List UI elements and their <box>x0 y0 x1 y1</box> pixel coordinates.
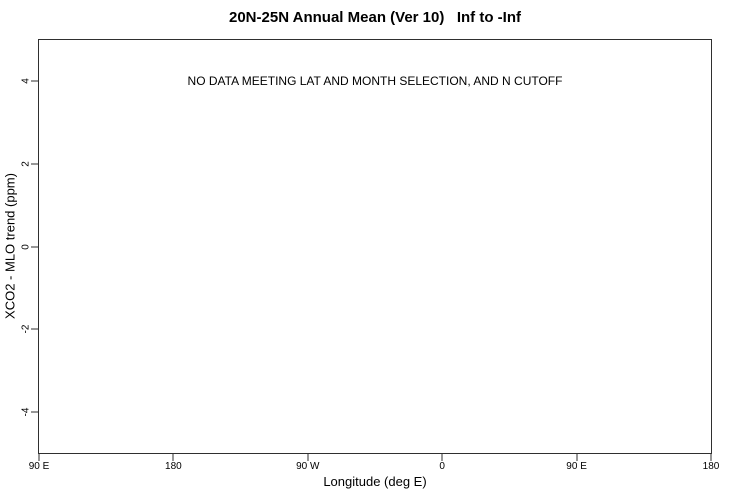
y-axis-tick-label: -4 <box>20 407 32 417</box>
x-axis-tick-mark <box>38 454 40 461</box>
x-axis-tick-mark <box>576 454 578 461</box>
x-axis-tick-label: 90 E <box>566 461 587 472</box>
x-axis-tick-label: 0 <box>439 461 445 472</box>
y-axis-tick-mark <box>31 163 38 165</box>
plot-area: NO DATA MEETING LAT AND MONTH SELECTION,… <box>21 39 719 472</box>
y-axis-tick-label: 0 <box>20 243 32 250</box>
x-axis-tick-label: 180 <box>702 461 720 472</box>
x-axis-tick-mark <box>710 454 712 461</box>
x-axis-tick-label: 90 W <box>296 461 320 472</box>
no-data-message: NO DATA MEETING LAT AND MONTH SELECTION,… <box>187 74 563 89</box>
y-axis-tick-mark <box>31 411 38 413</box>
y-axis-tick-label: 2 <box>20 161 32 167</box>
y-axis-tick-mark <box>31 246 38 247</box>
x-axis-tick-mark <box>307 454 309 461</box>
y-axis-tick-mark <box>31 80 38 82</box>
y-axis-tick-mark <box>31 328 38 330</box>
x-axis-tick-mark <box>172 454 174 461</box>
y-axis-tick-label: 4 <box>20 78 32 85</box>
x-axis-tick-label: 180 <box>165 461 182 472</box>
x-axis-label: Longitude (deg E) <box>323 474 427 489</box>
y-axis-tick-label: -2 <box>20 324 32 334</box>
y-axis-label: XCO2 - MLO trend (ppm) <box>2 173 18 319</box>
x-axis-tick-label: 90 E <box>28 461 50 472</box>
chart-title: 20N-25N Annual Mean (Ver 10) Inf to -Inf <box>229 9 521 26</box>
x-axis-tick-mark <box>441 454 443 461</box>
